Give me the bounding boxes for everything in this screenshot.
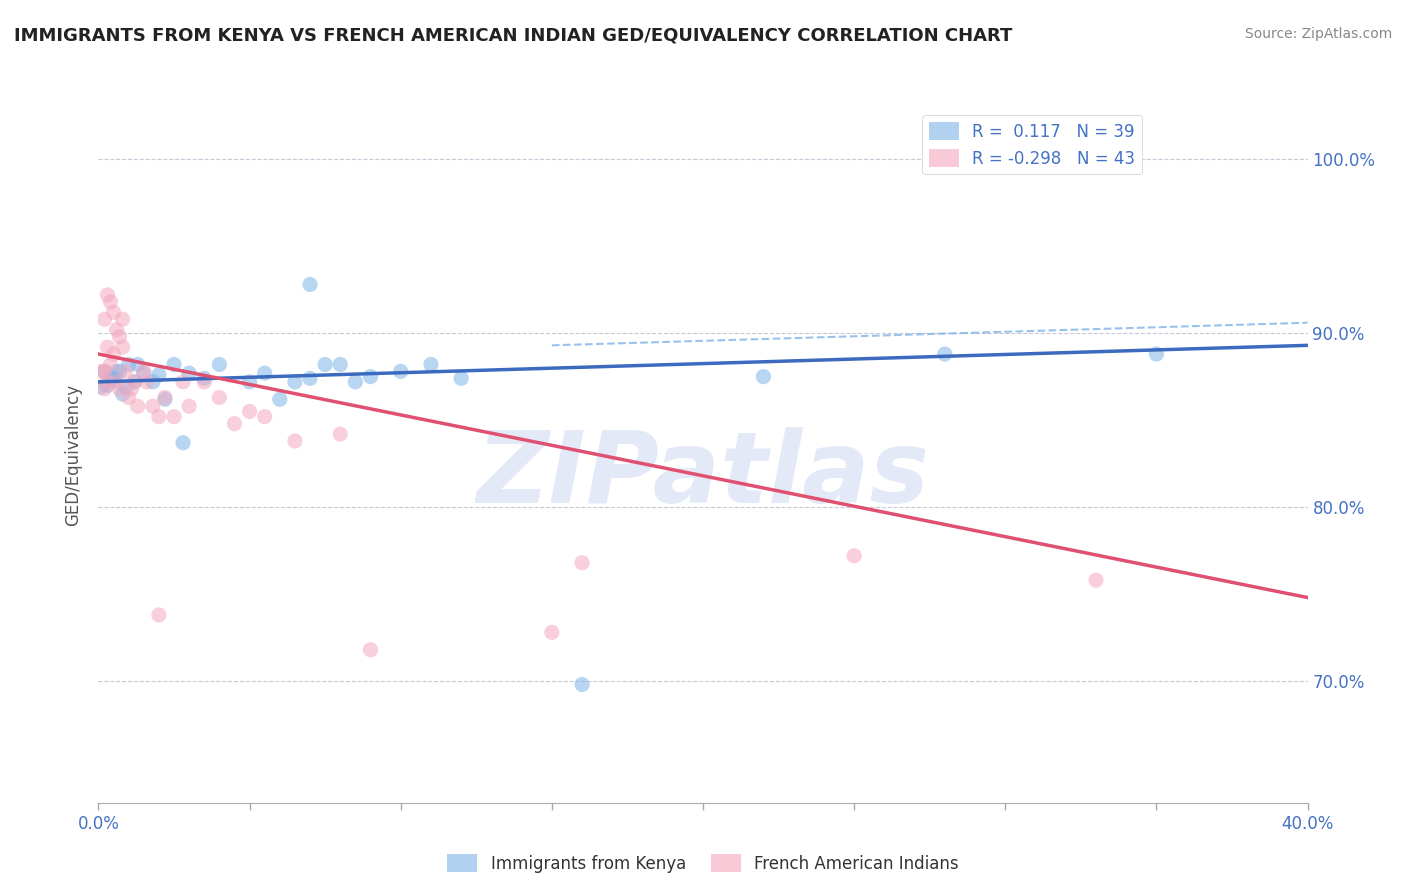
Point: [93, 364, 115, 378]
Point: [127, 358, 149, 372]
Point: [163, 358, 186, 372]
Point: [450, 371, 472, 385]
Point: [253, 366, 276, 380]
Point: [121, 382, 143, 396]
Legend: R =  0.117   N = 39, R = -0.298   N = 43: R = 0.117 N = 39, R = -0.298 N = 43: [922, 115, 1142, 174]
Point: [127, 399, 149, 413]
Point: [118, 358, 141, 372]
Point: [420, 358, 443, 372]
Point: [90, 380, 112, 394]
Point: [124, 375, 146, 389]
Point: [329, 358, 352, 372]
Y-axis label: GED/Equivalency: GED/Equivalency: [65, 384, 83, 526]
Point: [360, 369, 382, 384]
Point: [96, 378, 118, 392]
Point: [108, 329, 131, 343]
Point: [571, 677, 593, 691]
Point: [389, 364, 412, 378]
Point: [135, 375, 157, 389]
Point: [148, 368, 170, 382]
Point: [93, 382, 115, 396]
Point: [844, 549, 866, 563]
Point: [299, 277, 322, 292]
Legend: Immigrants from Kenya, French American Indians: Immigrants from Kenya, French American I…: [440, 847, 966, 880]
Point: [934, 347, 956, 361]
Point: [269, 392, 291, 407]
Point: [100, 358, 122, 372]
Point: [132, 366, 155, 380]
Point: [148, 607, 170, 622]
Point: [108, 364, 131, 378]
Point: [224, 417, 246, 431]
Point: [571, 556, 593, 570]
Point: [100, 371, 122, 385]
Point: [299, 371, 322, 385]
Point: [108, 382, 131, 396]
Point: [148, 409, 170, 424]
Point: [105, 364, 128, 378]
Point: [105, 375, 128, 389]
Point: [239, 404, 262, 418]
Point: [111, 312, 134, 326]
Point: [179, 366, 201, 380]
Text: IMMIGRANTS FROM KENYA VS FRENCH AMERICAN INDIAN GED/EQUIVALENCY CORRELATION CHAR: IMMIGRANTS FROM KENYA VS FRENCH AMERICAN…: [14, 27, 1012, 45]
Point: [284, 375, 307, 389]
Point: [114, 380, 136, 394]
Point: [1085, 573, 1108, 587]
Point: [172, 435, 194, 450]
Point: [153, 391, 176, 405]
Point: [103, 347, 125, 361]
Point: [96, 288, 118, 302]
Point: [360, 642, 382, 657]
Point: [752, 369, 775, 384]
Point: [118, 391, 141, 405]
Point: [208, 358, 231, 372]
Point: [132, 364, 155, 378]
Point: [96, 375, 118, 389]
Point: [111, 387, 134, 401]
Point: [153, 392, 176, 407]
Point: [540, 625, 562, 640]
Point: [344, 375, 367, 389]
Point: [96, 340, 118, 354]
Point: [172, 375, 194, 389]
Point: [163, 409, 186, 424]
Point: [93, 364, 115, 378]
Text: ZIPatlas: ZIPatlas: [477, 427, 929, 524]
Point: [142, 399, 165, 413]
Point: [90, 364, 112, 378]
Point: [103, 371, 125, 385]
Point: [314, 358, 336, 372]
Point: [193, 371, 215, 385]
Point: [105, 323, 128, 337]
Point: [208, 391, 231, 405]
Point: [193, 375, 215, 389]
Text: Source: ZipAtlas.com: Source: ZipAtlas.com: [1244, 27, 1392, 41]
Point: [253, 409, 276, 424]
Point: [124, 375, 146, 389]
Point: [93, 312, 115, 326]
Point: [1144, 347, 1167, 361]
Point: [111, 340, 134, 354]
Point: [239, 375, 262, 389]
Point: [100, 294, 122, 309]
Point: [103, 373, 125, 387]
Point: [114, 364, 136, 378]
Point: [142, 375, 165, 389]
Point: [179, 399, 201, 413]
Point: [284, 434, 307, 448]
Point: [329, 427, 352, 442]
Point: [103, 305, 125, 319]
